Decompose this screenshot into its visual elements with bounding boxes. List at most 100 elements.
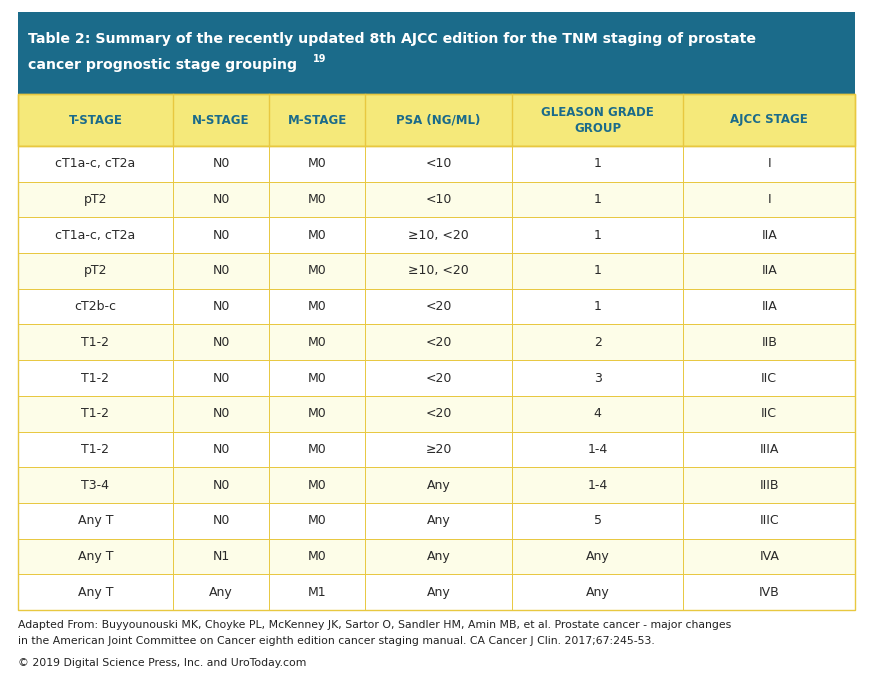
Bar	[18, 94, 855, 146]
Text: M0: M0	[308, 407, 327, 420]
Bar	[18, 360, 855, 395]
Text: M0: M0	[308, 550, 327, 563]
Bar	[18, 289, 855, 325]
Text: cancer prognostic stage grouping: cancer prognostic stage grouping	[28, 58, 297, 72]
Text: 4: 4	[594, 407, 601, 420]
Text: N0: N0	[212, 443, 230, 456]
Text: Any: Any	[210, 586, 233, 598]
Bar	[18, 253, 855, 289]
Text: N0: N0	[212, 265, 230, 277]
Text: 1: 1	[594, 158, 601, 170]
Bar	[18, 431, 855, 467]
Bar	[18, 395, 855, 431]
Text: IIA: IIA	[761, 300, 777, 313]
Text: M1: M1	[308, 586, 327, 598]
Text: GLEASON GRADE
GROUP: GLEASON GRADE GROUP	[541, 106, 654, 134]
Text: N0: N0	[212, 229, 230, 241]
Text: T1-2: T1-2	[81, 372, 109, 384]
Text: PSA (NG/ML): PSA (NG/ML)	[396, 113, 481, 127]
Text: Any: Any	[427, 479, 450, 491]
Text: IIC: IIC	[761, 372, 777, 384]
Text: 2: 2	[594, 336, 601, 349]
Text: <20: <20	[425, 407, 452, 420]
Text: Any T: Any T	[78, 514, 113, 527]
Text: cT1a-c, cT2a: cT1a-c, cT2a	[55, 229, 135, 241]
Text: M0: M0	[308, 229, 327, 241]
Text: 5: 5	[594, 514, 601, 527]
Text: Any: Any	[586, 550, 609, 563]
Text: Any T: Any T	[78, 586, 113, 598]
Text: © 2019 Digital Science Press, Inc. and UroToday.com: © 2019 Digital Science Press, Inc. and U…	[18, 658, 306, 668]
Text: N1: N1	[212, 550, 230, 563]
Text: N0: N0	[212, 193, 230, 206]
Text: Adapted From: Buyyounouski MK, Choyke PL, McKenney JK, Sartor O, Sandler HM, Ami: Adapted From: Buyyounouski MK, Choyke PL…	[18, 620, 732, 630]
Text: 1: 1	[594, 229, 601, 241]
Text: Any: Any	[586, 586, 609, 598]
Bar	[18, 146, 855, 610]
Text: I: I	[767, 158, 771, 170]
Bar	[18, 94, 855, 146]
Text: IIIA: IIIA	[760, 443, 779, 456]
Text: 3: 3	[594, 372, 601, 384]
Bar	[18, 182, 855, 218]
Text: pT2: pT2	[84, 265, 107, 277]
Text: N0: N0	[212, 514, 230, 527]
Text: pT2: pT2	[84, 193, 107, 206]
Text: ≥10, <20: ≥10, <20	[409, 265, 469, 277]
Text: T-STAGE: T-STAGE	[68, 113, 122, 127]
Text: M0: M0	[308, 479, 327, 491]
Bar	[18, 538, 855, 574]
Text: Any: Any	[427, 514, 450, 527]
Text: N0: N0	[212, 158, 230, 170]
Text: T1-2: T1-2	[81, 443, 109, 456]
Text: N-STAGE: N-STAGE	[192, 113, 250, 127]
Bar	[18, 325, 855, 360]
Text: 1: 1	[594, 300, 601, 313]
Text: Any T: Any T	[78, 550, 113, 563]
Text: ≥20: ≥20	[425, 443, 452, 456]
Text: <20: <20	[425, 372, 452, 384]
Text: T1-2: T1-2	[81, 407, 109, 420]
Text: ≥10, <20: ≥10, <20	[409, 229, 469, 241]
Text: M0: M0	[308, 158, 327, 170]
Text: M0: M0	[308, 265, 327, 277]
Text: IIA: IIA	[761, 229, 777, 241]
Text: M0: M0	[308, 300, 327, 313]
Text: Any: Any	[427, 550, 450, 563]
Text: N0: N0	[212, 407, 230, 420]
Bar	[18, 12, 855, 94]
Text: M0: M0	[308, 443, 327, 456]
Text: <10: <10	[425, 158, 452, 170]
Text: N0: N0	[212, 372, 230, 384]
Text: 19: 19	[313, 54, 327, 64]
Text: <20: <20	[425, 300, 452, 313]
Text: M0: M0	[308, 336, 327, 349]
Text: T1-2: T1-2	[81, 336, 109, 349]
Bar	[18, 218, 855, 253]
Text: 1-4: 1-4	[588, 443, 608, 456]
Text: IVB: IVB	[759, 586, 780, 598]
Text: N0: N0	[212, 479, 230, 491]
Bar	[18, 467, 855, 503]
Text: <20: <20	[425, 336, 452, 349]
Text: cT1a-c, cT2a: cT1a-c, cT2a	[55, 158, 135, 170]
Text: Any: Any	[427, 586, 450, 598]
Text: IIB: IIB	[761, 336, 777, 349]
Bar	[18, 146, 855, 182]
Text: AJCC STAGE: AJCC STAGE	[731, 113, 808, 127]
Text: IIC: IIC	[761, 407, 777, 420]
Text: M-STAGE: M-STAGE	[287, 113, 347, 127]
Text: M0: M0	[308, 193, 327, 206]
Text: cT2b-c: cT2b-c	[74, 300, 116, 313]
Bar	[18, 503, 855, 538]
Text: IIA: IIA	[761, 265, 777, 277]
Text: 1-4: 1-4	[588, 479, 608, 491]
Text: N0: N0	[212, 300, 230, 313]
Text: in the American Joint Committee on Cancer eighth edition cancer staging manual. : in the American Joint Committee on Cance…	[18, 636, 655, 646]
Text: M0: M0	[308, 372, 327, 384]
Text: <10: <10	[425, 193, 452, 206]
Text: 1: 1	[594, 265, 601, 277]
Text: IIIB: IIIB	[760, 479, 779, 491]
Text: Table 2: Summary of the recently updated 8th AJCC edition for the TNM staging of: Table 2: Summary of the recently updated…	[28, 32, 756, 46]
Text: I: I	[767, 193, 771, 206]
